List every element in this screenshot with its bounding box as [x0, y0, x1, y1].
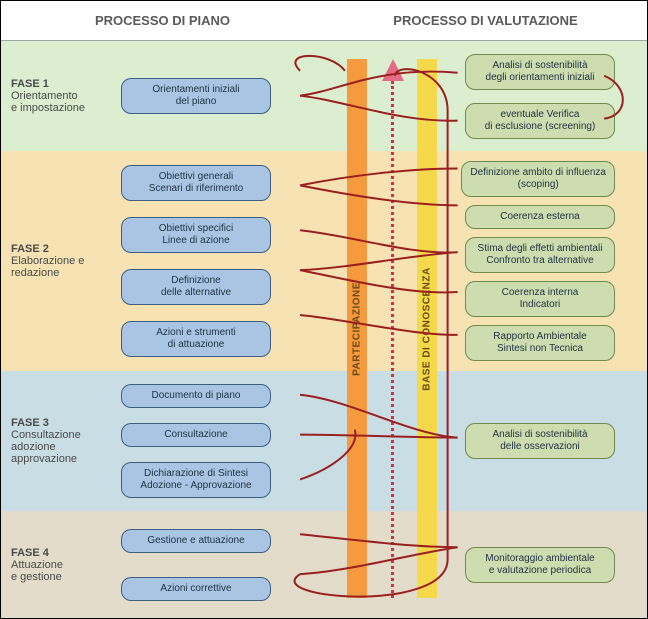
phase-right-col: Monitoraggio ambientalee valutazione per… [406, 511, 631, 619]
plan-box: Obiettivi specificiLinee di azione [121, 217, 271, 253]
phase-name: FASE 3 [11, 417, 111, 429]
eval-box: Monitoraggio ambientalee valutazione per… [465, 547, 615, 583]
eval-box: Analisi di sostenibilitàdelle osservazio… [465, 423, 615, 459]
pillar-partecipazione: PARTECIPAZIONE [347, 59, 367, 598]
plan-box: Obiettivi generaliScenari di riferimento [121, 165, 271, 201]
pillar-conoscenza: BASE DI CONOSCENZA [417, 59, 437, 598]
phase-f4: FASE 4Attuazionee gestioneGestione e att… [1, 511, 647, 619]
eval-box: eventuale Verificadi esclusione (screeni… [465, 103, 615, 139]
phase-left-col: Obiettivi generaliScenari di riferimento… [121, 151, 296, 371]
phase-right-col: Analisi di sostenibilitàdegli orientamen… [406, 41, 631, 151]
phase-label: FASE 3Consultazioneadozioneapprovazione [1, 371, 121, 511]
eval-box: Coerenza esterna [465, 205, 615, 229]
phase-sub: Orientamentoe impostazione [11, 90, 111, 114]
phase-label: FASE 1Orientamentoe impostazione [1, 41, 121, 151]
eval-box: Coerenza internaIndicatori [465, 281, 615, 317]
phase-f1: FASE 1Orientamentoe impostazioneOrientam… [1, 41, 647, 151]
phase-sub: Attuazionee gestione [11, 559, 111, 583]
phase-left-col: Gestione e attuazione Azioni correttive [121, 511, 296, 619]
phase-name: FASE 1 [11, 78, 111, 90]
plan-box: Consultazione [121, 423, 271, 447]
plan-box: Orientamenti inizialidel piano [121, 78, 271, 114]
plan-box: Azioni correttive [121, 577, 271, 601]
phase-f3: FASE 3ConsultazioneadozioneapprovazioneD… [1, 371, 647, 511]
eval-box: Definizione ambito di influenza(scoping) [461, 161, 615, 197]
phase-right-col: Definizione ambito di influenza(scoping)… [406, 151, 631, 371]
phase-f2: FASE 2Elaborazione eredazioneObiettivi g… [1, 151, 647, 371]
plan-box: Gestione e attuazione [121, 529, 271, 553]
pillar-yellow-label: BASE DI CONOSCENZA [422, 267, 433, 390]
pillar-orange-label: PARTECIPAZIONE [352, 282, 363, 376]
phase-sub: Consultazioneadozioneapprovazione [11, 429, 111, 465]
eval-box: Stima degli effetti ambientaliConfronto … [465, 237, 615, 273]
phase-label: FASE 2Elaborazione eredazione [1, 151, 121, 371]
plan-box: Azioni e strumentidi attuazione [121, 321, 271, 357]
center-dashed-line [391, 81, 394, 598]
eval-box: Rapporto AmbientaleSintesi non Tecnica [465, 325, 615, 361]
phase-sub: Elaborazione eredazione [11, 255, 111, 279]
phase-name: FASE 4 [11, 547, 111, 559]
plan-box: Documento di piano [121, 384, 271, 408]
center-arrowhead-icon [382, 59, 404, 81]
phases-container: FASE 1Orientamentoe impostazioneOrientam… [1, 41, 647, 619]
phase-left-col: Orientamenti inizialidel piano [121, 41, 296, 151]
phase-name: FASE 2 [11, 243, 111, 255]
plan-box: Dichiarazione di SintesiAdozione - Appro… [121, 462, 271, 498]
eval-box: Analisi di sostenibilitàdegli orientamen… [465, 54, 615, 90]
header-left: PROCESSO DI PIANO [1, 13, 324, 28]
headers-row: PROCESSO DI PIANO PROCESSO DI VALUTAZION… [1, 1, 647, 41]
phase-left-col: Documento di piano Consultazione Dichiaraz… [121, 371, 296, 511]
phase-right-col: Analisi di sostenibilitàdelle osservazio… [406, 371, 631, 511]
diagram-frame: PROCESSO DI PIANO PROCESSO DI VALUTAZION… [0, 0, 648, 619]
plan-box: Definizionedelle alternative [121, 269, 271, 305]
phase-label: FASE 4Attuazionee gestione [1, 511, 121, 619]
header-right: PROCESSO DI VALUTAZIONE [324, 13, 647, 28]
